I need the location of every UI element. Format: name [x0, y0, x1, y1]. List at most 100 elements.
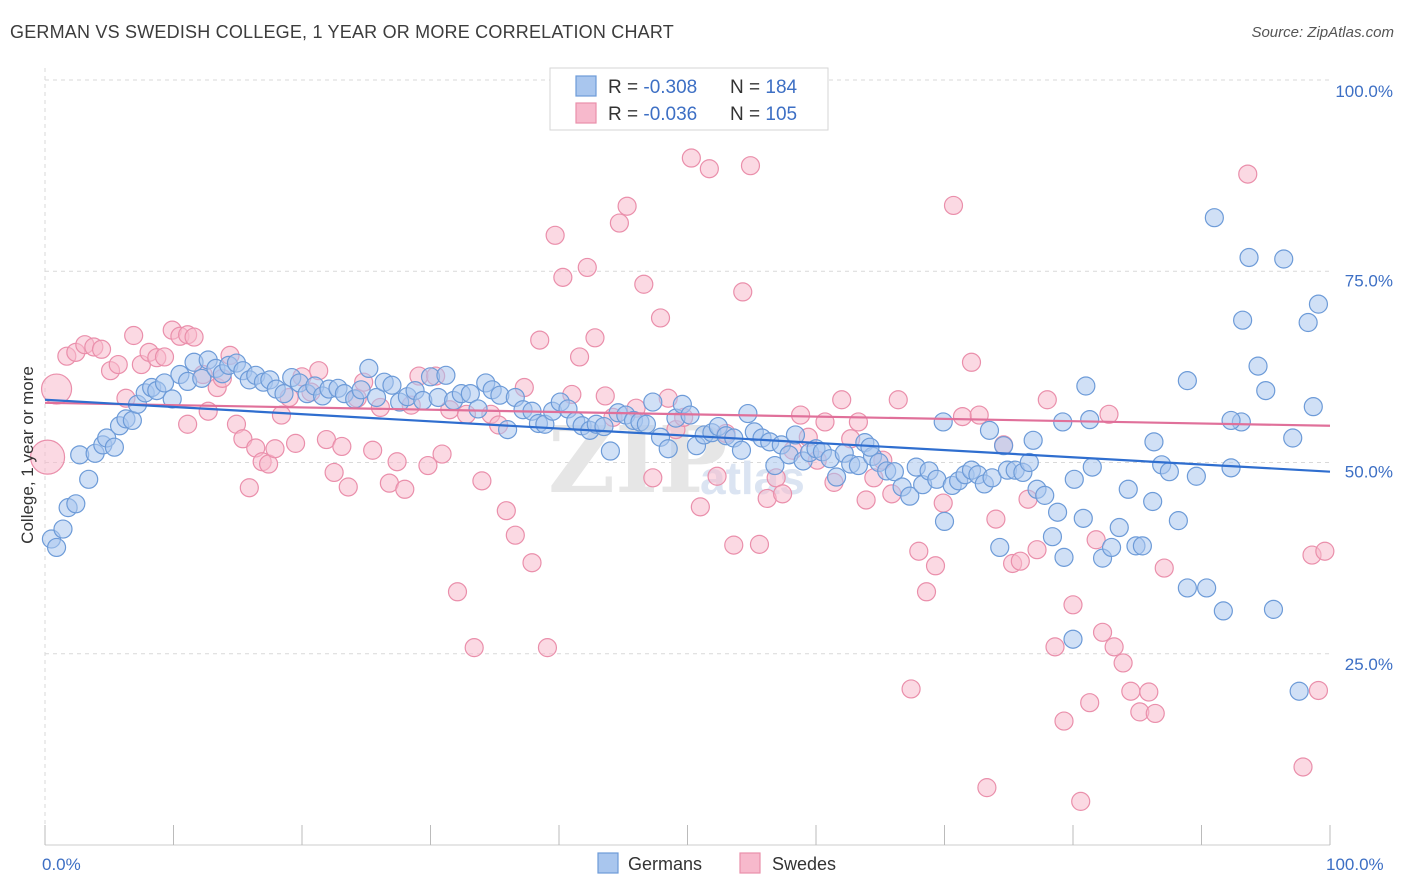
legend-r-value-germans: -0.308: [643, 77, 697, 98]
germans-point: [46, 537, 67, 558]
swedes-point: [961, 352, 982, 372]
germans-point: [1283, 428, 1303, 448]
swedes-point: [1037, 390, 1057, 410]
x-axis-ticks: [44, 825, 1331, 845]
germans-point: [1082, 457, 1102, 477]
svg-text:N = 184: N = 184: [730, 77, 798, 98]
swedes-point: [569, 347, 590, 367]
svg-text:R = -0.036: R = -0.036: [608, 104, 697, 125]
swedes-point: [1071, 791, 1091, 811]
germans-point: [1118, 479, 1138, 499]
swedes-point: [418, 455, 438, 476]
swedes-point: [472, 471, 492, 491]
germans-point: [1080, 410, 1100, 430]
germans-point: [933, 412, 953, 432]
y-tick-label-100: 100.0%: [1335, 82, 1393, 101]
x-tick-label-max: 100.0%: [1326, 855, 1384, 874]
germans-point: [658, 439, 678, 459]
germans-point: [1035, 485, 1055, 505]
swedes-point: [1092, 622, 1113, 642]
swedes-point: [447, 582, 468, 602]
germans-point: [738, 403, 758, 424]
germans-point: [1204, 208, 1224, 228]
swedes-point: [29, 439, 66, 475]
swedes-point: [888, 390, 908, 410]
germans-point: [884, 462, 904, 482]
swedes-point: [595, 386, 615, 406]
germans-point: [826, 467, 847, 487]
swedes-point: [634, 274, 654, 294]
germans-point: [1303, 397, 1323, 417]
germans-point: [1168, 511, 1188, 531]
germans-point: [1023, 430, 1043, 450]
swedes-point: [772, 484, 793, 504]
germans-point: [1101, 537, 1122, 558]
germans-trend-line: [44, 398, 1331, 473]
germans-point: [1197, 578, 1217, 598]
swedes-point: [1104, 637, 1124, 657]
swedes-point: [324, 462, 344, 483]
germans-point: [731, 440, 752, 460]
germans-point: [1064, 469, 1084, 489]
germans-point: [1159, 462, 1179, 482]
swedes-point: [733, 282, 753, 302]
bottom-legend-swedes-swatch: [739, 852, 761, 874]
germans-point: [643, 392, 663, 412]
swedes-point: [901, 679, 921, 699]
swedes-point: [1080, 693, 1100, 713]
swedes-point: [969, 405, 989, 425]
germans-point: [594, 416, 614, 437]
swedes-point: [338, 477, 358, 497]
germans-point: [460, 384, 480, 404]
svg-text:R = -0.308: R = -0.308: [608, 77, 697, 98]
swedes-point: [986, 509, 1006, 529]
swedes-point: [1054, 711, 1074, 731]
swedes-point: [363, 440, 383, 460]
chart-title: GERMAN VS SWEDISH COLLEGE, 1 YEAR OR MOR…: [10, 22, 674, 42]
swedes-point: [239, 478, 259, 498]
swedes-point: [395, 479, 415, 499]
swedes-point: [553, 267, 573, 287]
swedes-point: [707, 466, 727, 486]
bottom-legend-swedes-label: Swedes: [772, 854, 836, 874]
swedes-point: [1154, 558, 1174, 578]
bottom-legend-germans-swatch: [597, 852, 619, 874]
swedes-point: [387, 452, 407, 472]
germans-point: [1289, 681, 1309, 701]
germans-point: [1144, 432, 1164, 452]
germans-point: [53, 519, 73, 539]
swedes-point: [916, 582, 937, 602]
germans-point: [1063, 629, 1083, 649]
legend-r-label: R =: [608, 104, 643, 125]
swedes-point: [505, 525, 525, 545]
germans-point: [785, 425, 806, 445]
series-legend: Germans Swedes: [597, 852, 836, 874]
swedes-point: [856, 490, 876, 510]
swedes-point: [1315, 541, 1335, 561]
swedes-point: [1113, 653, 1133, 673]
swedes-point: [124, 325, 144, 346]
swedes-point: [749, 534, 770, 554]
germans-point: [498, 420, 518, 440]
correlation-legend: R = -0.308 N = 184 R = -0.036 N = 105: [549, 67, 829, 131]
swedes-point: [1238, 164, 1258, 184]
legend-n-value-swedes: 105: [765, 104, 797, 125]
germans-point: [79, 469, 99, 489]
swedes-point: [178, 414, 198, 434]
swedes-point: [943, 195, 964, 216]
swedes-point: [577, 257, 597, 278]
germans-point: [900, 486, 920, 506]
germans-point: [1042, 527, 1063, 547]
swedes-point: [1099, 404, 1119, 424]
germans-point: [1109, 517, 1129, 538]
y-tick-label-75: 75.0%: [1345, 271, 1393, 290]
svg-text:N = 105: N = 105: [730, 104, 797, 125]
swedes-point: [609, 213, 629, 233]
legend-germans-swatch: [575, 75, 597, 97]
swedes-point: [265, 439, 285, 459]
germans-points: [41, 208, 1329, 701]
germans-point: [122, 410, 142, 431]
germans-point: [934, 511, 955, 532]
swedes-point: [154, 347, 175, 367]
